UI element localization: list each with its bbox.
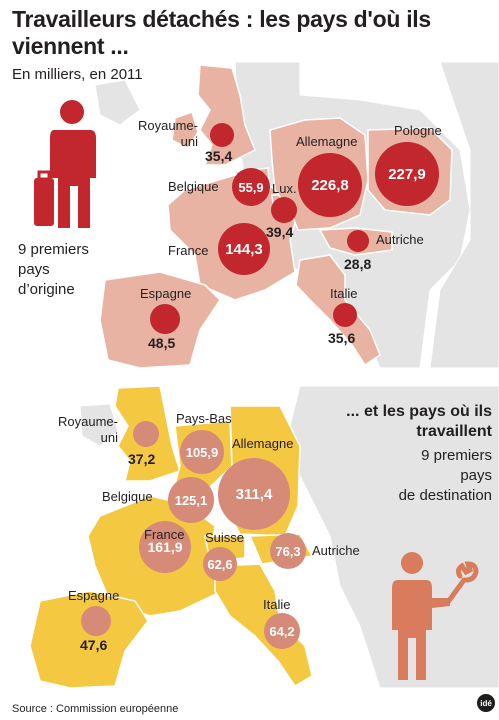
- subtitle: En milliers, en 2011: [12, 66, 143, 83]
- destination-heading: ... et les pays où ils travaillent: [346, 403, 492, 440]
- dest-bubble-autriche: 76,3: [270, 533, 306, 569]
- origin-label-pologne: Pologne: [394, 123, 442, 138]
- dest-label-italie: Italie: [263, 597, 291, 612]
- origin-label-lux: Lux.: [272, 181, 297, 196]
- other-countries-land: [79, 386, 499, 688]
- destination-caption: 9 premiers pays de destination: [398, 447, 492, 504]
- origin-label-espagne: Espagne: [140, 286, 192, 301]
- origin-label-belgique: Belgique: [168, 179, 219, 194]
- dest-bubble-allemagne: 311,4: [218, 458, 290, 530]
- origin-value-lux: 39,4: [266, 224, 294, 240]
- source-credit: Source : Commission européenne: [12, 703, 179, 715]
- dest-label-espagne: Espagne: [68, 588, 120, 603]
- dest-label-pays-bas: Pays-Bas: [176, 411, 232, 426]
- origin-value-autriche: 28,8: [344, 256, 372, 272]
- origin-bubble-france: 144,3: [218, 223, 270, 275]
- dest-label-royaume-uni: Royaume- uni: [58, 414, 118, 445]
- dest-label-belgique: Belgique: [102, 489, 153, 504]
- origin-bubble-belgique: 55,9: [232, 168, 270, 206]
- page-title: Travailleurs détachés : les pays d'où il…: [12, 6, 431, 59]
- origin-caption: 9 premiers pays d’origine: [18, 241, 89, 298]
- origin-bubble-italie: [333, 303, 357, 327]
- dest-bubble-france: 161,9: [139, 521, 191, 573]
- origin-label-autriche: Autriche: [376, 232, 424, 247]
- origin-label-royaume-uni: Royaume- uni: [138, 118, 198, 149]
- origin-value-royaume-uni: 35,4: [205, 148, 233, 164]
- dest-bubble-espagne: [81, 606, 111, 636]
- traveller-person-icon: [34, 100, 96, 228]
- origin-value-italie: 35,6: [328, 330, 356, 346]
- origin-bubble-allemagne: 226,8: [298, 153, 362, 217]
- origin-bubble-royaume-uni: [210, 123, 234, 147]
- publisher-logo: idé: [477, 694, 495, 712]
- origin-bubble-pologne: 227,9: [375, 142, 439, 206]
- dest-bubble-suisse: 62,6: [203, 547, 237, 581]
- dest-label-allemagne: Allemagne: [232, 436, 294, 451]
- origin-label-france: France: [168, 243, 209, 258]
- origin-bubble-lux: [271, 197, 297, 223]
- origin-bubble-espagne: [150, 304, 180, 334]
- origin-label-italie: Italie: [330, 286, 358, 301]
- worker-person-icon: [392, 552, 479, 680]
- dest-value-espagne: 47,6: [80, 637, 108, 653]
- dest-value-royaume-uni: 37,2: [128, 451, 156, 467]
- dest-bubble-royaume-uni: [133, 421, 159, 447]
- dest-bubble-pays-bas: 105,9: [180, 430, 224, 474]
- dest-label-france: France: [144, 527, 185, 542]
- origin-label-allemagne: Allemagne: [296, 134, 358, 149]
- dest-label-autriche: Autriche: [312, 543, 360, 558]
- dest-label-suisse: Suisse: [205, 530, 245, 545]
- dest-bubble-belgique: 125,1: [168, 477, 214, 523]
- origin-value-espagne: 48,5: [148, 335, 176, 351]
- dest-bubble-italie: 64,2: [264, 613, 300, 649]
- origin-bubble-autriche: [347, 230, 369, 252]
